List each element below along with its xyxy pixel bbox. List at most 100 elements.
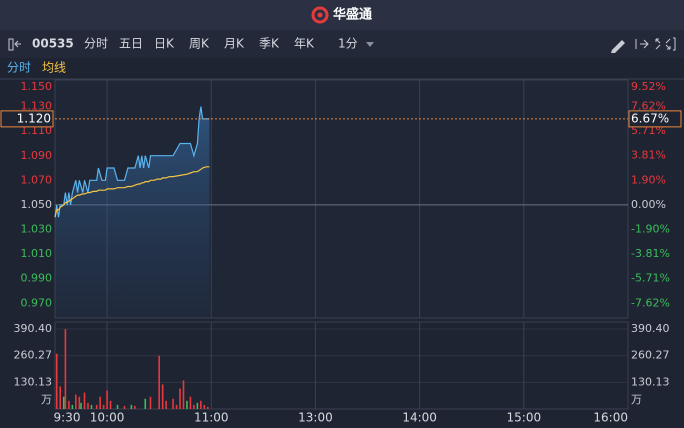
volume-bar: [158, 355, 160, 409]
volume-bar: [78, 396, 81, 409]
legend-entry: 均线: [42, 61, 66, 75]
volume-bar: [179, 388, 181, 409]
y-tick-label: 1.150: [21, 80, 53, 93]
volume-bar: [102, 404, 105, 409]
price-area: [55, 106, 210, 318]
draw-icon[interactable]: [611, 40, 625, 53]
y2-tick-label: 130.13: [631, 375, 670, 388]
volume-bar: [196, 402, 199, 409]
interval[interactable]: 1分: [338, 37, 358, 51]
y2-tick-label: -1.90%: [631, 222, 670, 235]
volume-bar: [207, 406, 209, 409]
volume-bar: [123, 405, 126, 409]
logo-dot: [317, 12, 323, 18]
side-icon[interactable]: [673, 37, 676, 51]
y-tick-label: 390.40: [14, 322, 53, 335]
y-tick-label: 1.030: [21, 223, 53, 236]
volume-bar: [55, 353, 58, 409]
volume-bar: [62, 396, 65, 409]
y2-tick-label: -3.81%: [631, 247, 670, 260]
y-tick-label: 1.110: [21, 124, 53, 137]
y2-tick-label: 1.90%: [631, 173, 666, 186]
volume-bar: [182, 380, 185, 409]
y2-tick-label: 9.52%: [631, 80, 666, 93]
x-tick-label: 13:00: [298, 411, 333, 425]
volume-bar: [172, 398, 174, 409]
tab[interactable]: 周K: [189, 37, 210, 51]
volume-bar: [87, 402, 89, 409]
unit-label: 万: [631, 393, 642, 406]
y-tick-label: 130.13: [14, 375, 53, 388]
y2-tick-label: 260.27: [631, 349, 670, 362]
unit-label: 万: [41, 393, 52, 406]
volume-bar: [165, 400, 167, 409]
y-tick-label: 0.970: [21, 296, 53, 309]
series-line: [54, 166, 210, 218]
y2-tick-label: 5.71%: [631, 124, 666, 137]
symbol: 00535: [32, 37, 74, 51]
current-price-box: [0, 110, 54, 128]
volume-bar: [64, 329, 67, 409]
header: [0, 0, 684, 30]
y2-tick-label: 390.40: [631, 322, 670, 335]
brand: 华盛通: [333, 7, 372, 23]
collapse-icon[interactable]: [8, 38, 21, 51]
y2-tick-label: 7.62%: [631, 100, 666, 113]
export-icon[interactable]: [635, 39, 649, 49]
volume-bar: [193, 404, 195, 409]
y2-tick-label: 3.81%: [631, 149, 666, 162]
tab[interactable]: 分时: [84, 37, 108, 51]
volume-bar: [71, 404, 74, 409]
volume-bar: [68, 400, 70, 409]
x-tick-label: 14:00: [402, 411, 437, 425]
x-tick-label: 11:00: [194, 411, 229, 425]
x-tick-label: 16:00: [593, 411, 628, 425]
volume-bar: [106, 390, 108, 409]
volume-bar: [116, 404, 119, 409]
y2-tick-label: -5.71%: [631, 272, 670, 285]
y-tick-label: 0.990: [21, 272, 53, 285]
volume-bar: [144, 398, 147, 409]
y2-tick-label: -7.62%: [631, 296, 670, 309]
y-tick-label: 260.27: [14, 349, 53, 362]
toolbar: [0, 30, 684, 58]
volume-bar: [80, 402, 82, 409]
volume-bar: [175, 404, 178, 409]
tab[interactable]: 五日: [119, 37, 143, 51]
volume-bar: [189, 396, 192, 409]
volume-bar: [83, 392, 86, 409]
tab[interactable]: 月K: [224, 37, 245, 51]
dropdown-arrow[interactable]: [366, 42, 374, 47]
volume-bar: [134, 405, 136, 409]
fullscreen-icon[interactable]: [655, 38, 671, 50]
y-tick-label: 1.010: [21, 247, 53, 260]
logo: [311, 6, 329, 24]
x-tick-label: 10:00: [90, 411, 125, 425]
tab[interactable]: 季K: [259, 37, 280, 51]
current-change-label: 6.67%: [631, 111, 669, 125]
volume-bar: [200, 400, 202, 409]
volume-bar: [130, 404, 133, 409]
volume-bar: [90, 404, 93, 409]
volume-bar: [161, 384, 164, 409]
volume-bar: [149, 396, 152, 409]
volume-bar: [109, 400, 112, 409]
volume-bar: [95, 404, 98, 409]
volume-bar: [99, 396, 101, 409]
y-tick-label: 1.070: [21, 173, 53, 186]
current-price-label: 1.120: [17, 111, 51, 125]
x-tick-label: 9:30: [54, 411, 81, 425]
volume-bar: [59, 386, 62, 409]
y-tick-label: 1.090: [21, 149, 53, 162]
series-line: [54, 106, 210, 218]
x-tick-label: 15:00: [507, 411, 542, 425]
y-tick-label: 1.050: [21, 198, 53, 211]
y2-tick-label: 0.00%: [631, 198, 666, 211]
y-tick-label: 1.130: [21, 100, 53, 113]
legend-entry: 分时: [7, 61, 31, 75]
volume-bar: [203, 404, 206, 409]
volume-bar: [186, 400, 188, 409]
tab[interactable]: 日K: [154, 37, 175, 51]
tab[interactable]: 年K: [294, 37, 315, 51]
